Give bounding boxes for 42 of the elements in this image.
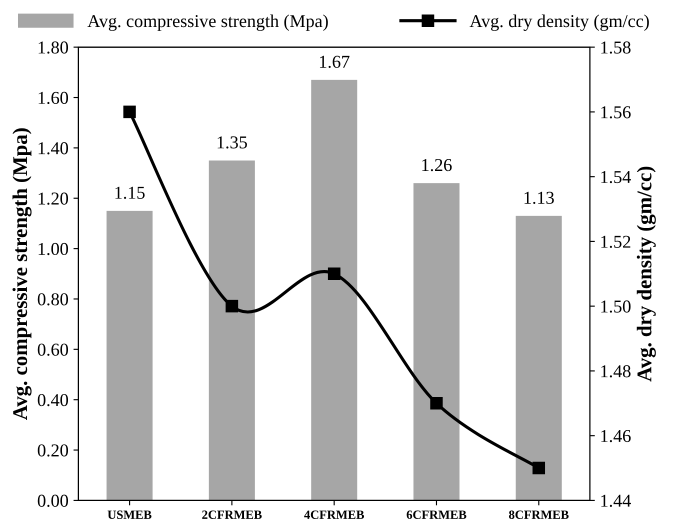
point [532, 462, 546, 474]
y-tick-label: 1.00 [38, 242, 68, 256]
data-label: 1.15 [115, 186, 145, 199]
bar [106, 210, 153, 500]
y-axis-title: Avg. compressive strength (Mpa) [12, 128, 32, 420]
legend-label: Avg. compressive strength (Mpa) [87, 14, 328, 31]
y2-tick-label: 1.54 [601, 171, 631, 184]
y-tick-label: 0.20 [38, 444, 68, 457]
y-tick-label: 1.20 [38, 192, 68, 205]
data-label: 1.13 [524, 192, 554, 204]
y-tick-label: 0.00 [38, 494, 68, 507]
y2-tick-label: 1.44 [601, 494, 631, 507]
x-tick-label: 6CFRMEB [406, 510, 466, 519]
bar [208, 160, 255, 500]
x-tick-label: USMEB [108, 510, 152, 519]
y2-tick-label: 1.48 [601, 365, 631, 378]
y2-tick-label: 1.58 [601, 41, 631, 54]
y-tick-label: 0.60 [38, 344, 68, 356]
y2-tick-label: 1.46 [601, 430, 631, 442]
y-tick-label: 1.60 [38, 92, 68, 104]
y2-tick-label: 1.56 [601, 106, 631, 118]
bar [413, 183, 460, 500]
x-tick-label: 2CFRMEB [202, 510, 262, 519]
y-tick-label: 0.40 [38, 394, 68, 406]
point [123, 106, 136, 118]
x-tick-label: 8CFRMEB [508, 510, 569, 519]
data-label: 1.35 [218, 136, 247, 149]
data-label: 1.26 [422, 159, 452, 172]
y2-tick-label: 1.50 [601, 300, 631, 313]
bar [516, 216, 562, 500]
point [328, 268, 340, 280]
y-tick-label: 1.80 [38, 41, 68, 54]
y-tick-label: 1.40 [38, 142, 68, 154]
y-tick-label: 0.80 [38, 293, 68, 306]
y2-axis-title: Avg. dry density (gm/cc) [636, 166, 656, 382]
point [226, 300, 238, 312]
x-tick-label: 4CFRMEB [304, 510, 364, 519]
data-label: 1.67 [320, 56, 350, 68]
point [430, 397, 443, 410]
y2-tick-label: 1.52 [601, 236, 630, 248]
bar [311, 80, 358, 500]
legend-label: Avg. dry density (gm/cc) [470, 14, 649, 31]
